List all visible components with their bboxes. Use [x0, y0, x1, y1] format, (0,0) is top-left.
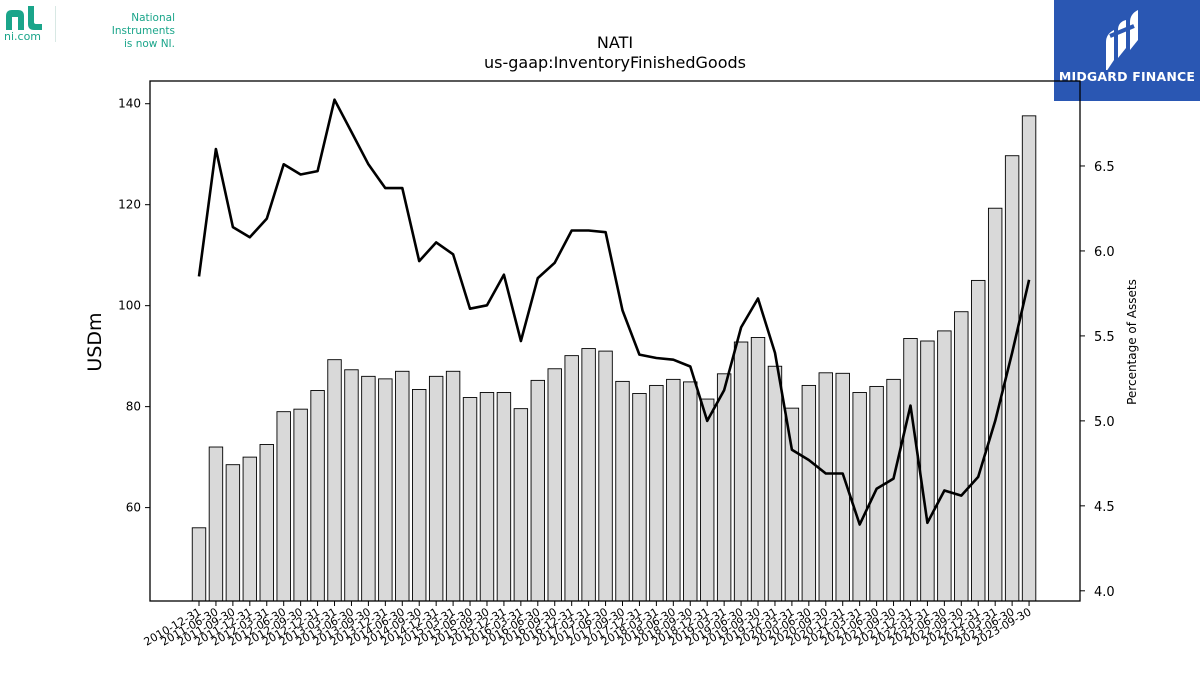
bar-2014-12-31	[428, 375, 444, 602]
bar-2019-06-30	[733, 341, 749, 602]
bar-2019-12-31	[767, 365, 783, 602]
bar-2021-09-30	[886, 378, 901, 602]
ni-tagline-line1: National Instruments	[111, 12, 175, 37]
bar-2012-12-31	[310, 390, 325, 602]
y2-tick-label-4.5: 4.5	[1094, 500, 1115, 515]
ni-logo-text: ni.com	[4, 30, 42, 43]
bar-2012-03-31	[259, 444, 274, 602]
y-tick-label-100: 100	[118, 299, 141, 313]
bar-2023-06-30	[1004, 155, 1020, 602]
bar-2016-09-30	[547, 368, 562, 602]
bar-2011-06-30	[208, 446, 224, 602]
bar-2021-03-31	[852, 392, 867, 602]
bar-2020-06-30	[801, 384, 817, 602]
ni-logo-divider	[55, 6, 56, 42]
bar-2012-06-30	[276, 411, 291, 602]
bar-2017-06-30	[598, 350, 613, 602]
midgard-emblem-icon	[1106, 10, 1138, 70]
bar-2018-12-31	[700, 398, 715, 602]
bar-2016-12-31	[564, 355, 579, 602]
ni-logo-icon	[6, 6, 42, 30]
bar-2014-06-30	[395, 370, 410, 602]
y-axis-label-right: Percentage of Assets	[1125, 279, 1139, 405]
bar-2019-03-31	[716, 373, 732, 602]
bar-2016-03-31	[513, 408, 529, 602]
bar-2022-03-31	[920, 340, 935, 602]
ni-logo: ni.com National Instruments is now NI.	[0, 0, 190, 50]
bar-2011-12-31	[242, 456, 258, 602]
y-axis-right: 4.0 4.5 5.0 5.5 6.0 6.5	[1080, 160, 1115, 600]
bar-2022-09-30	[954, 311, 969, 602]
y2-tick-label-5.5: 5.5	[1094, 330, 1115, 345]
bar-2022-12-31	[971, 279, 986, 602]
bar-2020-03-31	[784, 407, 800, 602]
ni-tagline: National Instruments is now NI.	[67, 12, 175, 51]
y2-tick-label-4.0: 4.0	[1094, 585, 1115, 600]
bar-2019-09-30	[750, 337, 766, 602]
ni-tagline-line2: is now NI.	[123, 38, 175, 50]
bar-2016-06-30	[530, 379, 545, 602]
bar-2015-06-30	[462, 397, 478, 602]
percentage-of-assets-line	[197, 98, 1031, 526]
line-layer	[197, 98, 1031, 526]
bar-2010-12-31	[191, 527, 207, 602]
bar-2018-09-30	[683, 381, 698, 602]
bar-2013-09-30	[361, 375, 376, 602]
y-tick-label-120: 120	[118, 198, 141, 212]
bar-2021-06-30	[869, 385, 884, 602]
midgard-finance-logo: MIDGARD FINANCE	[1054, 0, 1200, 101]
midgard-brand-name: MIDGARD FINANCE	[1058, 69, 1196, 84]
bar-2011-09-30	[225, 464, 241, 602]
bar-2023-09-30	[1021, 115, 1037, 602]
bar-2013-03-31	[327, 359, 342, 602]
chart-title: NATI	[596, 33, 634, 52]
bar-2015-12-31	[496, 392, 512, 602]
bar-2017-12-31	[632, 393, 647, 602]
bar-2021-12-31	[903, 338, 918, 602]
y-axis-left: 60 80 100 120 140	[118, 97, 150, 515]
bar-2018-06-30	[666, 378, 681, 602]
bar-2013-06-30	[344, 369, 359, 602]
y-tick-label-60: 60	[126, 501, 141, 515]
bar-2020-09-30	[818, 372, 833, 602]
y2-tick-label-6.5: 6.5	[1094, 160, 1115, 175]
bar-2014-09-30	[412, 389, 427, 602]
bar-2022-06-30	[937, 330, 952, 602]
chart-subtitle: us-gaap:InventoryFinishedGoods	[484, 53, 746, 72]
bar-2018-03-31	[649, 384, 664, 602]
x-axis: 2010-12-312011-06-302011-09-302011-12-31…	[142, 601, 1034, 649]
bar-2015-09-30	[479, 392, 495, 602]
plot-frame	[149, 80, 1081, 602]
y-axis-label-left: USDm	[84, 312, 106, 371]
bars-layer	[191, 115, 1037, 602]
y-tick-label-80: 80	[126, 400, 141, 414]
bar-2013-12-31	[378, 378, 393, 602]
y-tick-label-140: 140	[118, 97, 141, 111]
bar-2012-09-30	[293, 408, 308, 602]
bar-2017-09-30	[615, 380, 630, 602]
bar-2017-03-31	[581, 348, 596, 602]
y2-tick-label-6.0: 6.0	[1094, 245, 1115, 260]
y2-tick-label-5.0: 5.0	[1094, 415, 1115, 430]
bar-2015-03-31	[445, 370, 461, 602]
